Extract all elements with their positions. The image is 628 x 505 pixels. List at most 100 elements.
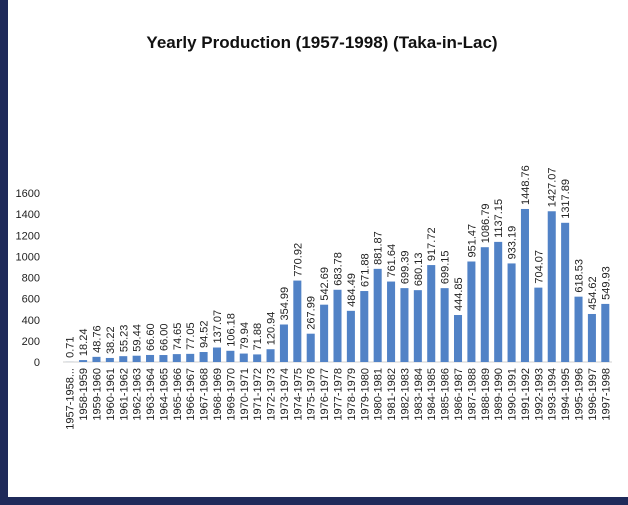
value-label: 699.39 — [399, 250, 411, 284]
x-tick-label: 1971-1972 — [252, 368, 264, 421]
x-tick-label: 1967-1968 — [199, 368, 211, 421]
x-tick-label: 1961-1962 — [118, 368, 130, 421]
x-tick-label: 1963-1964 — [145, 368, 157, 421]
x-tick-label: 1969-1970 — [225, 368, 237, 421]
value-label: 444.85 — [453, 277, 465, 311]
y-tick-label: 800 — [22, 273, 40, 285]
x-tick-label: 1968-1969 — [212, 368, 224, 421]
value-label: 704.07 — [533, 250, 545, 284]
bar — [132, 355, 141, 362]
y-tick-label: 1000 — [16, 251, 40, 263]
value-label: 680.13 — [413, 253, 425, 287]
bar — [172, 354, 181, 362]
bar — [79, 360, 88, 362]
y-tick-label: 400 — [22, 315, 40, 327]
x-tick-label: 1982-1983 — [399, 368, 411, 421]
value-label: 1427.07 — [547, 168, 559, 208]
bar — [253, 354, 262, 362]
bar — [547, 211, 556, 362]
bar — [333, 289, 342, 362]
bar — [92, 356, 101, 362]
x-tick-label: 1979-1980 — [359, 368, 371, 421]
value-label: 38.22 — [105, 326, 117, 354]
value-label: 18.24 — [78, 329, 90, 357]
bar — [494, 241, 503, 362]
bar — [453, 315, 463, 362]
x-tick-label: 1978-1979 — [346, 368, 358, 421]
y-tick-label: 1200 — [16, 230, 40, 242]
bar — [119, 356, 128, 362]
bar — [146, 354, 155, 362]
bar — [239, 353, 248, 362]
value-label: 484.49 — [346, 273, 358, 307]
x-tick-label: 1965-1966 — [172, 368, 184, 421]
value-label: 671.88 — [359, 253, 371, 287]
value-label: 66.60 — [145, 323, 157, 351]
chart-title: Yearly Production (1957-1998) (Taka-in-L… — [146, 33, 497, 52]
value-label: 917.72 — [426, 227, 438, 261]
bar — [574, 296, 583, 362]
bar — [293, 280, 302, 362]
value-label: 454.62 — [587, 276, 599, 310]
bar — [279, 324, 288, 362]
bar — [212, 347, 222, 362]
bar — [587, 313, 596, 362]
value-label: 770.92 — [292, 243, 304, 277]
bar — [373, 268, 382, 362]
x-tick-label: 1962-1963 — [132, 368, 144, 421]
x-tick-label: 1984-1985 — [426, 368, 438, 421]
x-tick-label: 1995-1996 — [574, 368, 586, 421]
bar — [480, 247, 489, 362]
y-tick-label: 200 — [22, 336, 40, 348]
value-label: 66.00 — [158, 323, 170, 351]
value-label: 79.94 — [239, 322, 251, 350]
value-label: 55.23 — [118, 325, 130, 353]
value-label: 881.87 — [373, 231, 385, 265]
x-tick-label: 1985-1986 — [440, 368, 452, 421]
bar — [534, 287, 543, 362]
x-tick-label: 1997-1998 — [600, 368, 612, 421]
x-tick-label: 1977-1978 — [333, 368, 345, 421]
value-label: 618.53 — [574, 259, 586, 293]
value-label: 267.99 — [306, 296, 318, 330]
x-tick-label: 1992-1993 — [533, 368, 545, 421]
x-tick-label: 1996-1997 — [587, 368, 599, 421]
x-tick-label: 1959-1960 — [91, 368, 103, 421]
bar — [226, 350, 235, 362]
x-tick-label: 1993-1994 — [547, 368, 559, 421]
bar — [105, 357, 114, 362]
value-label: 933.19 — [507, 226, 519, 260]
x-tick-label: 1960-1961 — [105, 368, 117, 421]
x-tick-label: 1986-1987 — [453, 368, 465, 421]
x-tick-label: 1957-1958... — [65, 368, 77, 430]
x-tick-label: 1980-1981 — [373, 368, 385, 421]
bar — [400, 288, 409, 362]
bar — [507, 263, 516, 362]
x-tick-label: 1975-1976 — [306, 368, 318, 421]
value-label: 94.52 — [199, 320, 211, 348]
bar — [520, 208, 529, 362]
value-label: 1448.76 — [520, 165, 532, 205]
x-tick-label: 1958-1959 — [78, 368, 90, 421]
value-label: 699.15 — [440, 250, 452, 284]
x-tick-label: 1990-1991 — [507, 368, 519, 421]
value-label: 683.78 — [333, 252, 345, 286]
value-label: 542.69 — [319, 267, 331, 301]
value-label: 951.47 — [466, 224, 478, 258]
bar — [186, 353, 195, 362]
value-label: 1317.89 — [560, 179, 572, 219]
value-label: 71.88 — [252, 323, 264, 351]
y-tick-label: 1400 — [16, 209, 40, 221]
bar — [467, 261, 476, 362]
x-tick-label: 1988-1989 — [480, 368, 492, 421]
value-label: 48.76 — [91, 325, 103, 353]
x-tick-label: 1987-1988 — [466, 368, 478, 421]
x-tick-label: 1972-1973 — [266, 368, 278, 421]
x-tick-label: 1970-1971 — [239, 368, 251, 421]
value-label: 59.44 — [132, 324, 144, 352]
chart: Yearly Production (1957-1998) (Taka-in-L… — [8, 0, 628, 497]
x-tick-label: 1983-1984 — [413, 368, 425, 421]
value-label: 74.65 — [172, 323, 184, 351]
bar — [320, 304, 329, 362]
